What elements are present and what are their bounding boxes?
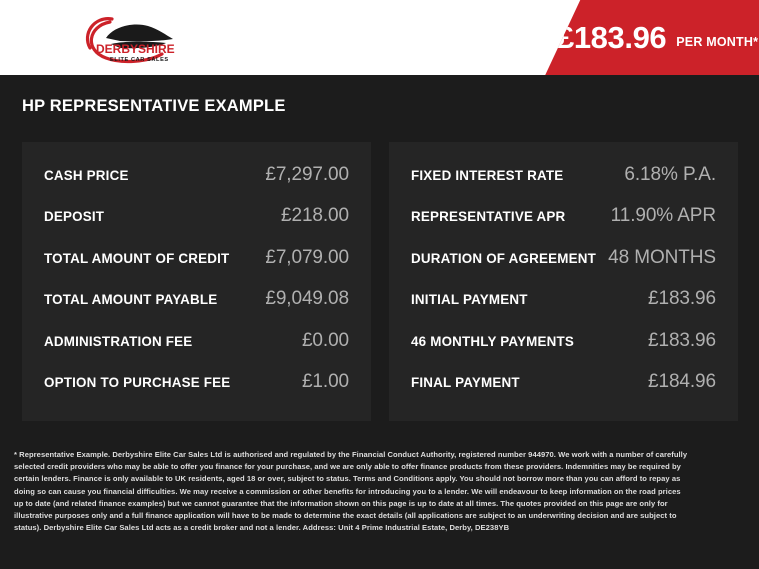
row-label: CASH PRICE: [44, 168, 129, 183]
table-row: 46 MONTHLY PAYMENTS £183.96: [411, 330, 716, 371]
table-row: CASH PRICE £7,297.00: [44, 164, 349, 205]
row-value: £9,049.08: [265, 288, 349, 310]
row-value: £1.00: [301, 370, 349, 392]
row-value: 11.90% APR: [610, 205, 716, 227]
table-row: ADMINISTRATION FEE £0.00: [44, 330, 349, 371]
monthly-price-suffix: PER MONTH*: [676, 34, 759, 49]
row-label: TOTAL AMOUNT PAYABLE: [44, 292, 218, 308]
representative-example-disclaimer: * Representative Example. Derbyshire Eli…: [14, 450, 688, 533]
table-row: TOTAL AMOUNT OF CREDIT £7,079.00: [44, 247, 349, 288]
row-label: FIXED INTEREST RATE: [411, 168, 564, 183]
row-value: £183.96: [648, 288, 716, 310]
monthly-price-amount: £183.96: [557, 20, 667, 55]
row-value: 6.18% P.A.: [624, 164, 716, 185]
table-row: TOTAL AMOUNT PAYABLE £9,049.08: [44, 288, 349, 329]
row-label: FINAL PAYMENT: [411, 374, 520, 390]
row-label: REPRESENTATIVE APR: [411, 209, 566, 225]
row-value: £0.00: [301, 329, 349, 351]
terms-summary-panel: FIXED INTEREST RATE 6.18% P.A. REPRESENT…: [389, 142, 738, 421]
table-row: INITIAL PAYMENT £183.96: [411, 288, 716, 329]
row-label: ADMINISTRATION FEE: [44, 333, 193, 349]
finance-details-panels: CASH PRICE £7,297.00 DEPOSIT £218.00 TOT…: [22, 142, 738, 421]
table-row: OPTION TO PURCHASE FEE £1.00: [44, 371, 349, 412]
row-label: OPTION TO PURCHASE FEE: [44, 374, 231, 390]
row-label: DURATION OF AGREEMENT: [411, 250, 596, 266]
logo-brand-tagline: ELITE CAR SALES: [110, 57, 169, 63]
row-label: INITIAL PAYMENT: [411, 292, 528, 308]
table-row: FIXED INTEREST RATE 6.18% P.A.: [411, 164, 716, 205]
logo-brand-name: DERBYSHIRE: [96, 42, 175, 56]
page-header: DERBYSHIRE ELITE CAR SALES £183.96 PER M…: [0, 0, 759, 75]
row-value: £7,297.00: [265, 164, 349, 185]
table-row: DEPOSIT £218.00: [44, 205, 349, 246]
row-value: 48 MONTHS: [608, 246, 716, 268]
row-value: £218.00: [281, 205, 349, 227]
row-label: 46 MONTHLY PAYMENTS: [411, 333, 575, 349]
row-label: TOTAL AMOUNT OF CREDIT: [44, 250, 230, 266]
row-value: £183.96: [648, 329, 716, 351]
derbyshire-elite-car-sales-logo[interactable]: DERBYSHIRE ELITE CAR SALES: [76, 8, 186, 68]
table-row: FINAL PAYMENT £184.96: [411, 371, 716, 412]
monthly-price-banner: £183.96 PER MONTH*: [545, 0, 759, 75]
row-label: DEPOSIT: [44, 209, 105, 225]
table-row: DURATION OF AGREEMENT 48 MONTHS: [411, 247, 716, 288]
page-title: HP REPRESENTATIVE EXAMPLE: [22, 97, 286, 115]
row-value: £7,079.00: [265, 246, 349, 268]
row-value: £184.96: [648, 370, 716, 392]
cost-summary-panel: CASH PRICE £7,297.00 DEPOSIT £218.00 TOT…: [22, 142, 371, 421]
table-row: REPRESENTATIVE APR 11.90% APR: [411, 205, 716, 246]
